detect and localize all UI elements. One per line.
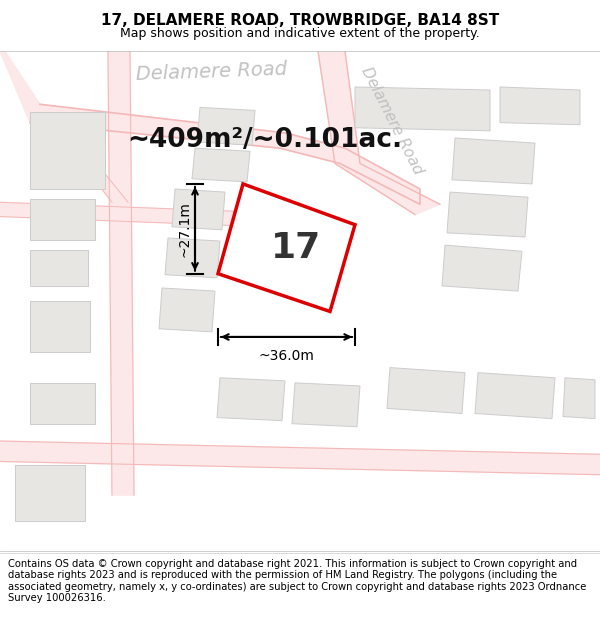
Polygon shape bbox=[192, 148, 250, 182]
Polygon shape bbox=[452, 138, 535, 184]
Polygon shape bbox=[197, 107, 255, 145]
Text: ~27.1m: ~27.1m bbox=[177, 201, 191, 257]
Text: ~409m²/~0.101ac.: ~409m²/~0.101ac. bbox=[127, 127, 403, 153]
Polygon shape bbox=[475, 372, 555, 419]
Polygon shape bbox=[318, 51, 440, 214]
Polygon shape bbox=[0, 51, 420, 204]
Polygon shape bbox=[447, 192, 528, 237]
Polygon shape bbox=[30, 301, 90, 352]
Polygon shape bbox=[500, 87, 580, 125]
Text: Map shows position and indicative extent of the property.: Map shows position and indicative extent… bbox=[120, 27, 480, 40]
Polygon shape bbox=[58, 133, 128, 202]
Text: 17: 17 bbox=[271, 231, 322, 266]
Text: ~36.0m: ~36.0m bbox=[259, 349, 314, 363]
Text: Delamere Road: Delamere Road bbox=[135, 59, 287, 84]
Text: Delamere Road: Delamere Road bbox=[358, 64, 425, 177]
Polygon shape bbox=[165, 238, 220, 278]
Polygon shape bbox=[442, 245, 522, 291]
Text: Contains OS data © Crown copyright and database right 2021. This information is : Contains OS data © Crown copyright and d… bbox=[8, 559, 586, 603]
Text: 17, DELAMERE ROAD, TROWBRIDGE, BA14 8ST: 17, DELAMERE ROAD, TROWBRIDGE, BA14 8ST bbox=[101, 12, 499, 28]
Polygon shape bbox=[292, 383, 360, 427]
Polygon shape bbox=[15, 464, 85, 521]
Polygon shape bbox=[217, 378, 285, 421]
Polygon shape bbox=[0, 202, 320, 229]
Polygon shape bbox=[159, 288, 215, 332]
Polygon shape bbox=[108, 51, 134, 495]
Polygon shape bbox=[563, 378, 595, 419]
Polygon shape bbox=[387, 368, 465, 414]
Polygon shape bbox=[30, 383, 95, 424]
Polygon shape bbox=[30, 199, 95, 240]
Polygon shape bbox=[355, 87, 490, 131]
Polygon shape bbox=[0, 441, 600, 475]
Polygon shape bbox=[218, 184, 355, 311]
Polygon shape bbox=[172, 189, 225, 230]
Polygon shape bbox=[30, 250, 88, 286]
Polygon shape bbox=[30, 112, 105, 189]
